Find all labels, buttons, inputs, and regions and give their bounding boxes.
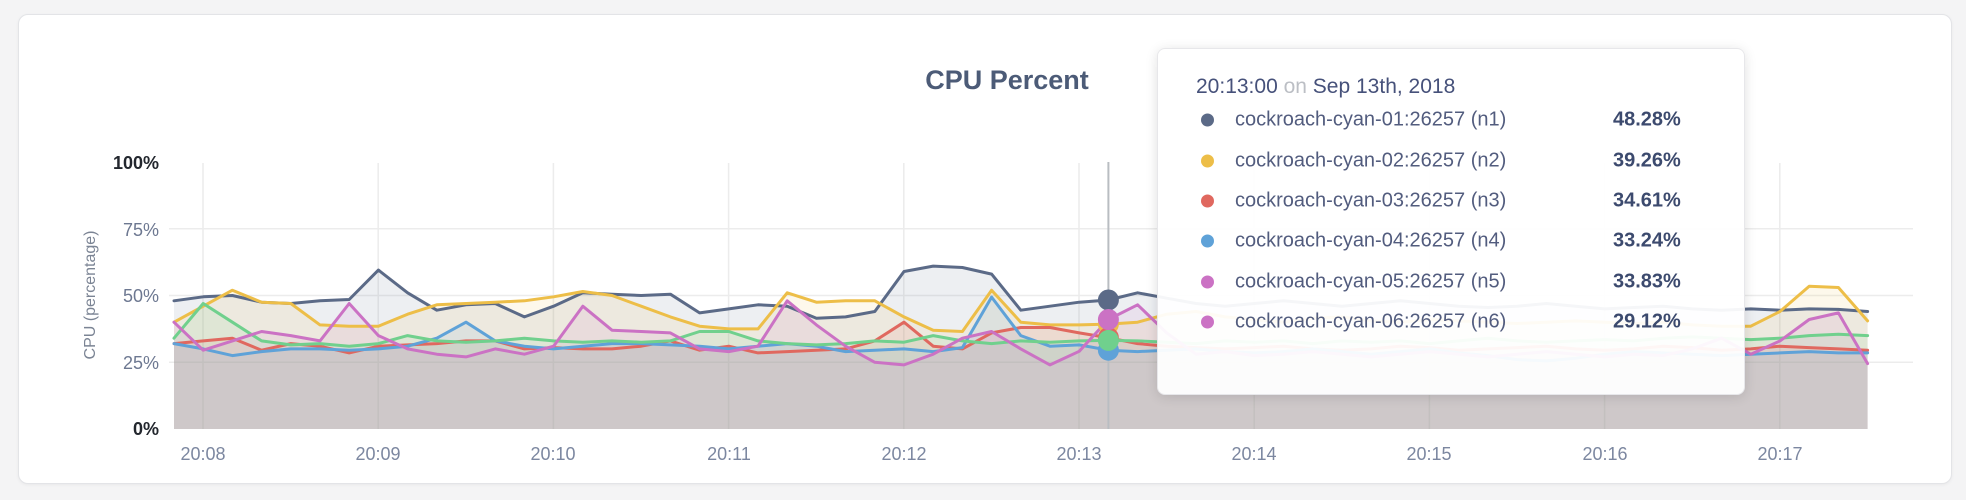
tooltip-row: cockroach-cyan-06:26257 (n6) 29.12% [1158, 302, 1744, 342]
y-tick-75: 75% [122, 220, 159, 240]
tooltip-date: Sep 13th, 2018 [1312, 75, 1456, 98]
series-color-dot [1201, 234, 1214, 248]
y-tick-50: 50% [122, 286, 159, 306]
tooltip-row: cockroach-cyan-04:26257 (n4) 33.24% [1158, 221, 1744, 261]
x-tick-label: 20:08 [180, 444, 226, 464]
node-name: cockroach-cyan-04:26257 (n4) [1235, 229, 1507, 252]
node-value: 29.12% [1613, 310, 1681, 333]
x-tick-label: 20:09 [355, 444, 401, 464]
x-tick-label: 20:14 [1231, 444, 1277, 464]
node-name: cockroach-cyan-01:26257 (n1) [1235, 108, 1507, 131]
series-color-dot [1201, 275, 1214, 289]
x-tick-label: 20:15 [1406, 444, 1452, 464]
node-value: 34.61% [1613, 189, 1681, 212]
node-value: 39.26% [1613, 149, 1681, 172]
series-color-dot [1201, 113, 1214, 127]
tooltip-row: cockroach-cyan-02:26257 (n2) 39.26% [1158, 140, 1744, 180]
tooltip-connector: on [1283, 75, 1307, 98]
x-tick-label: 20:17 [1757, 444, 1803, 464]
node-value: 48.28% [1613, 108, 1681, 131]
node-name: cockroach-cyan-03:26257 (n3) [1235, 189, 1507, 212]
node-name: cockroach-cyan-06:26257 (n6) [1235, 310, 1507, 333]
tooltip-timestamp: 20:13:00 on Sep 13th, 2018 [1196, 75, 1455, 99]
series-color-dot [1201, 154, 1214, 168]
tooltip-row: cockroach-cyan-03:26257 (n3) 34.61% [1158, 181, 1744, 221]
series-color-dot [1201, 315, 1214, 329]
x-tick-label: 20:10 [530, 444, 576, 464]
chart-card: CPU Percent CPU (percentage) 100% 75% 50… [18, 14, 1952, 484]
x-tick-label: 20:16 [1582, 444, 1628, 464]
tooltip-rows: cockroach-cyan-01:26257 (n1) 48.28% cock… [1158, 100, 1744, 342]
tooltip-time: 20:13:00 [1196, 75, 1278, 98]
node-name: cockroach-cyan-05:26257 (n5) [1235, 270, 1507, 293]
chart-title: CPU Percent [925, 65, 1089, 95]
tooltip-row: cockroach-cyan-05:26257 (n5) 33.83% [1158, 262, 1744, 302]
x-tick-label: 20:13 [1056, 444, 1102, 464]
node-name: cockroach-cyan-02:26257 (n2) [1235, 149, 1507, 172]
x-tick-label: 20:12 [881, 444, 927, 464]
y-tick-100: 100% [112, 153, 159, 173]
series-color-dot [1201, 194, 1214, 208]
node-value: 33.24% [1613, 229, 1681, 252]
hover-tooltip: 20:13:00 on Sep 13th, 2018 cockroach-cya… [1157, 48, 1745, 395]
y-tick-0: 0% [132, 419, 159, 439]
y-tick-25: 25% [122, 353, 159, 373]
x-tick-label: 20:11 [707, 444, 751, 464]
tooltip-row: cockroach-cyan-01:26257 (n1) 48.28% [1158, 100, 1744, 140]
node-value: 33.83% [1613, 270, 1681, 293]
